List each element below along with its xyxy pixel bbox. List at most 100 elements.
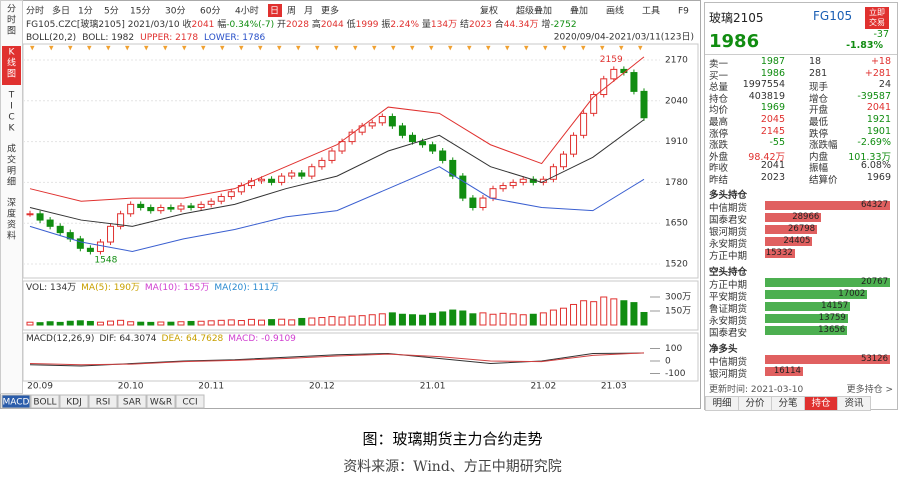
volume-bar (187, 320, 195, 326)
sidebar-tab[interactable]: 细 (7, 176, 16, 188)
y-tick-label: 1520 (665, 260, 688, 270)
tool-tab[interactable]: 叠加 (570, 6, 588, 17)
tool-tab[interactable]: F9 (678, 7, 689, 17)
volume-bar (549, 309, 557, 326)
event-marker: ▾ (68, 44, 73, 54)
tool-tab[interactable]: 工具 (642, 6, 660, 17)
volume-bar (439, 311, 447, 326)
tool-tab[interactable]: 超级叠加 (516, 5, 552, 17)
sidebar-tab[interactable]: C (8, 113, 14, 123)
period-tab[interactable]: 15分 (130, 6, 150, 17)
event-marker: ▾ (543, 44, 548, 54)
period-tab[interactable]: 30分 (165, 6, 185, 17)
period-tab[interactable]: 分时 (26, 5, 44, 17)
event-marker: ▾ (353, 44, 358, 54)
macd-title: MACD(12,26,9) (26, 334, 94, 344)
volume-bar (147, 321, 155, 326)
quote-cell: 2041 (760, 160, 785, 172)
tool-tab[interactable]: 画线 (606, 5, 624, 17)
volume-bar (217, 319, 225, 326)
sidebar-tab[interactable]: 分 (7, 4, 16, 15)
info-item: 2041 (192, 20, 215, 30)
tool-tab[interactable]: 复权 (480, 5, 498, 17)
quote-panel: 玻璃2105 FG105 立即交易 1986 -37 -1.83% 卖一 1987 18 +18 买… (704, 2, 898, 411)
quote-cell: 结算价 (809, 175, 838, 186)
event-marker: ▾ (334, 44, 339, 54)
holding-value: 14157 (821, 301, 849, 311)
vol-item: MA(20): 111万 (214, 283, 278, 293)
period-tab[interactable]: 4小时 (235, 5, 259, 17)
indicator-tab[interactable]: W&R (150, 398, 172, 408)
sidebar-tab[interactable]: 资 (7, 220, 16, 231)
indicator-tab[interactable]: SAR (123, 398, 141, 408)
sidebar-tab[interactable]: K (9, 48, 16, 58)
volume-bar (580, 300, 588, 326)
panel-tab[interactable]: 持仓 (804, 396, 838, 411)
candle (378, 115, 386, 124)
quote-cell: 1969 (866, 172, 891, 183)
sidebar-tab[interactable]: 交 (7, 154, 16, 166)
panel-tab[interactable]: 资讯 (837, 396, 871, 411)
sidebar-tab[interactable]: T (8, 91, 15, 101)
sidebar-tab[interactable]: 深 (7, 198, 16, 209)
indicator-tab[interactable]: KDJ (66, 398, 82, 408)
event-marker: ▾ (30, 44, 35, 54)
candle (46, 219, 54, 227)
panel-tab[interactable]: 分价 (738, 396, 772, 411)
period-tab[interactable]: 60分 (200, 6, 220, 17)
holder-name: 中信期货 (709, 357, 748, 368)
sidebar-tab[interactable]: 时 (7, 14, 16, 26)
sidebar-tab[interactable]: I (10, 102, 13, 112)
x-tick-label: 21.01 (420, 382, 446, 392)
more-link[interactable]: 更多持仓 > (846, 385, 893, 395)
volume-bar (247, 318, 255, 326)
quote-cell: 18 (809, 56, 822, 67)
indicator-tab[interactable]: CCI (182, 398, 197, 408)
period-tab[interactable]: 周 (287, 6, 296, 17)
volume-bar (469, 313, 477, 326)
candle (479, 197, 487, 209)
info-item: -2752 (550, 20, 576, 30)
volume-bar (590, 301, 598, 326)
volume-bar (368, 314, 376, 326)
indicator-tab-bg (30, 394, 60, 409)
sidebar-tab[interactable]: 图 (7, 26, 16, 37)
event-marker: ▾ (467, 44, 472, 54)
sidebar-tab[interactable]: 度 (7, 208, 16, 220)
candle (439, 150, 447, 161)
macd-legend: MACD(12,26,9) DIF: 64.3074 DEA: 64.7628 MAC… (26, 334, 296, 344)
panel-tab[interactable]: 明细 (705, 396, 739, 411)
panel-tab[interactable]: 分笔 (771, 396, 805, 411)
vol-item: MA(5): 190万 (81, 283, 140, 293)
macd-dea (29, 352, 645, 366)
candle (96, 241, 104, 252)
trade-button[interactable]: 立即交易 (865, 7, 889, 29)
holder-name: 永安期货 (709, 316, 748, 327)
sidebar-tab[interactable]: 明 (7, 166, 16, 177)
quote-cell: 1987 (760, 56, 785, 67)
period-tab[interactable]: 5分 (104, 6, 119, 17)
sidebar-tab[interactable]: 成 (7, 143, 16, 155)
period-tab[interactable]: 多日 (52, 5, 70, 17)
event-marker: ▾ (239, 44, 244, 54)
quote-cell: 现手 (809, 82, 829, 94)
sidebar-tab[interactable]: 图 (7, 69, 16, 80)
sidebar-tab[interactable]: 线 (7, 57, 16, 69)
indicator-tab[interactable]: RSI (96, 398, 111, 408)
sidebar-tab[interactable]: 料 (7, 230, 16, 242)
indicator-tab[interactable]: MACD (3, 398, 30, 408)
sidebar-tab[interactable]: K (9, 124, 16, 134)
period-tab[interactable]: 日 (270, 6, 279, 17)
period-tab[interactable]: 1分 (78, 6, 93, 17)
quote-cell: 总量 (709, 82, 729, 94)
y-tick-label: 1650 (665, 219, 688, 229)
event-marker: ▾ (429, 44, 434, 54)
volume-bar (308, 317, 316, 326)
period-tab[interactable]: 更多 (321, 5, 339, 17)
info-item: 2023 (469, 20, 492, 30)
indicator-tab[interactable]: BOLL (33, 398, 56, 408)
boll-lower (29, 166, 645, 252)
kline-chart: 分时图K线图TICK成交明细深度资料分时 多日 1分 5分 15分 30分 60分 4小时日周… (0, 0, 701, 409)
candle (318, 159, 326, 168)
period-tab[interactable]: 月 (304, 6, 313, 17)
